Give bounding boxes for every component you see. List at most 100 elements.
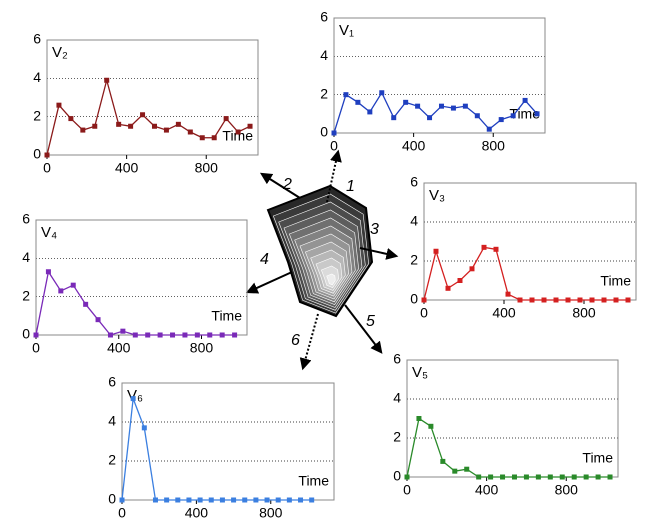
chart-title: V₁ [339, 22, 354, 39]
point [559, 474, 565, 480]
chart-title: V₅ [412, 364, 428, 381]
arrow [326, 149, 342, 203]
point [510, 113, 516, 119]
point [416, 416, 422, 421]
point [151, 123, 157, 129]
point [421, 297, 427, 303]
point [80, 127, 86, 133]
point [33, 332, 39, 338]
y-tick-label: 6 [22, 211, 30, 227]
arrow-label: 3 [370, 221, 379, 238]
y-tick-label: 4 [108, 413, 116, 429]
point [462, 103, 468, 109]
point [186, 497, 192, 503]
point [45, 269, 51, 275]
point [583, 474, 589, 480]
point [355, 99, 361, 105]
point [187, 129, 193, 135]
central-diagram [266, 184, 374, 318]
arrow-label: 4 [260, 251, 269, 268]
series-line [406, 417, 611, 478]
point [529, 297, 535, 303]
point [219, 332, 225, 338]
point [219, 497, 225, 503]
annotation: Time [600, 273, 631, 289]
point [232, 332, 238, 338]
point [565, 297, 571, 303]
point [440, 458, 446, 464]
point [547, 474, 553, 480]
y-tick-label: 2 [33, 107, 41, 123]
point [438, 103, 444, 109]
point [534, 111, 540, 117]
series-line [35, 270, 235, 336]
arrow-label: 5 [366, 313, 375, 330]
y-tick-label: 2 [108, 452, 116, 468]
point [500, 474, 506, 480]
x-tick-label: 400 [475, 482, 499, 498]
x-tick-label: 0 [118, 505, 126, 521]
x-tick-label: 800 [482, 138, 506, 154]
point [92, 123, 98, 129]
point [231, 497, 237, 503]
point [170, 332, 176, 338]
point [445, 285, 451, 291]
arrow [259, 172, 301, 199]
x-tick-label: 0 [32, 340, 40, 356]
shape-outline [266, 184, 374, 318]
x-tick-label: 800 [572, 305, 596, 321]
point [577, 297, 583, 303]
point [286, 497, 292, 503]
point [607, 474, 613, 480]
chart-title: V₆ [127, 387, 143, 404]
point [613, 297, 619, 303]
point [242, 497, 248, 503]
point [457, 278, 463, 283]
point [275, 497, 281, 503]
point [235, 129, 241, 135]
point [488, 474, 494, 480]
point [535, 474, 541, 480]
point [157, 332, 163, 338]
series-line [121, 398, 312, 501]
x-tick-label: 0 [43, 160, 51, 176]
chart-title: V₄ [41, 224, 57, 241]
point [247, 123, 253, 129]
x-tick-label: 400 [402, 138, 426, 154]
point [56, 102, 62, 108]
point [433, 248, 439, 254]
point [589, 297, 595, 303]
point [403, 99, 409, 105]
point [450, 105, 456, 111]
x-tick-label: 400 [492, 305, 516, 321]
point [428, 423, 434, 429]
y-tick-label: 0 [410, 291, 418, 307]
y-tick-label: 2 [410, 252, 418, 268]
point [452, 468, 458, 474]
plot-frame [46, 39, 259, 156]
point [415, 103, 421, 109]
point [68, 116, 74, 122]
point [505, 291, 511, 297]
point [58, 288, 64, 294]
y-tick-label: 6 [108, 374, 116, 390]
y-tick-label: 6 [393, 351, 401, 367]
x-tick-label: 400 [185, 505, 209, 521]
point [182, 332, 188, 338]
y-tick-label: 2 [320, 85, 328, 101]
point [223, 116, 229, 122]
point [197, 497, 203, 503]
annotation: Time [211, 308, 242, 324]
point [493, 246, 499, 252]
point [476, 474, 482, 480]
point [553, 297, 559, 303]
y-tick-label: 6 [320, 9, 328, 25]
y-tick-label: 4 [393, 390, 401, 406]
y-tick-label: 4 [22, 249, 30, 265]
series-line [46, 77, 251, 156]
y-tick-label: 0 [33, 146, 41, 162]
point [379, 90, 385, 96]
point [601, 297, 607, 303]
y-tick-label: 2 [393, 429, 401, 445]
arrow-label: 2 [282, 176, 292, 193]
